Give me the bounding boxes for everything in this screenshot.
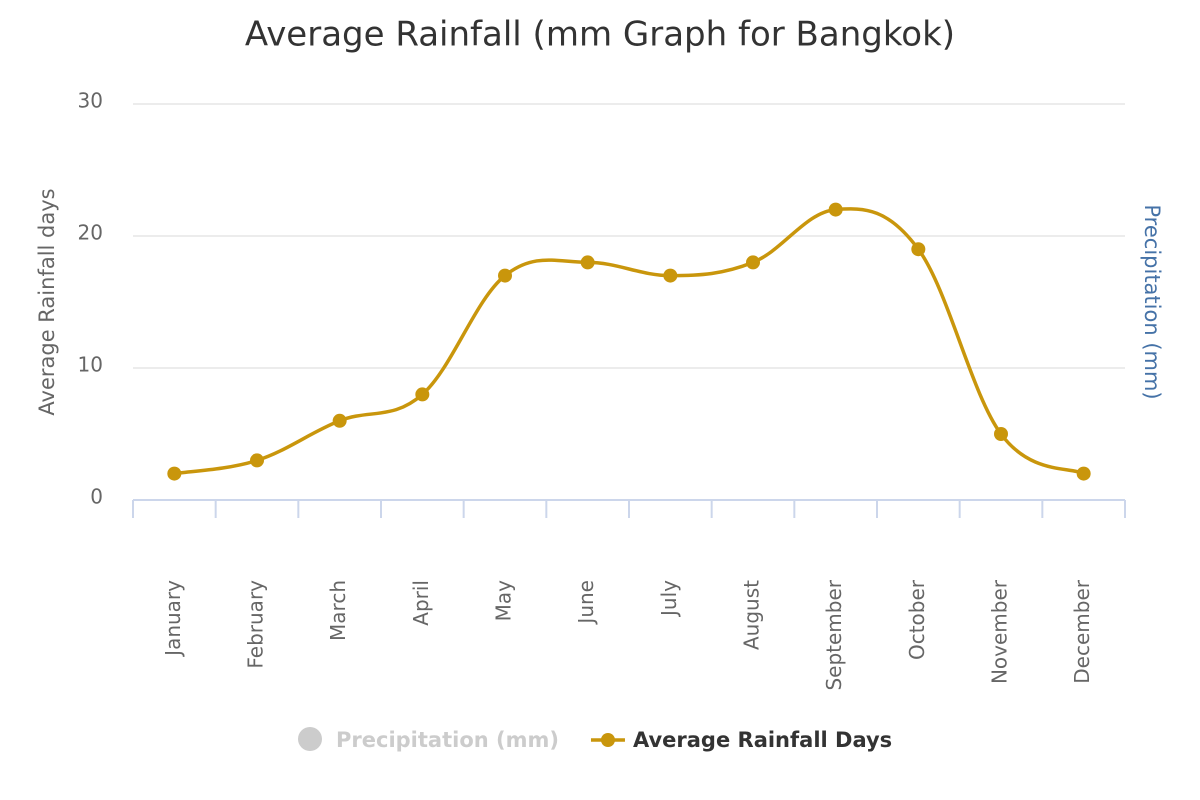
point [994, 427, 1008, 441]
point [828, 202, 843, 217]
x-tick-label: February [244, 580, 268, 669]
x-tick-label: December [1070, 579, 1094, 683]
x-tick-label: July [657, 580, 681, 618]
y-tick-label: 30 [78, 89, 103, 113]
point [415, 387, 430, 402]
x-tick-label: November [988, 579, 1012, 684]
x-tick-label: June [574, 580, 598, 626]
point [250, 453, 264, 468]
chart-title: Average Rainfall (mm Graph for Bangkok) [245, 15, 955, 55]
y-axis-title: Average Rainfall days [35, 188, 59, 415]
point [498, 268, 512, 283]
x-tick-label: January [161, 580, 185, 658]
legend-label[interactable]: Precipitation (mm) [336, 728, 559, 752]
x-tick-label: October [905, 579, 929, 660]
x-tick-label: August [740, 580, 764, 650]
point [746, 255, 760, 270]
point [580, 255, 595, 270]
x-tick-label: April [409, 580, 433, 626]
x-tick-label: March [326, 580, 350, 641]
y-tick-label: 10 [78, 353, 103, 377]
point [911, 242, 926, 257]
point [1076, 466, 1091, 481]
legend-label[interactable]: Average Rainfall Days [633, 728, 892, 752]
x-tick-label: September [822, 579, 846, 690]
y-tick-label: 20 [78, 221, 103, 245]
y-tick-label: 0 [90, 485, 103, 509]
point [663, 268, 678, 283]
line [174, 207, 1085, 476]
point [332, 413, 347, 428]
legend-marker [600, 733, 615, 747]
y2-axis-title: Precipitation (mm) [1140, 204, 1164, 399]
x-tick-label: May [492, 580, 516, 622]
legend-marker [298, 727, 322, 751]
point [167, 466, 182, 481]
